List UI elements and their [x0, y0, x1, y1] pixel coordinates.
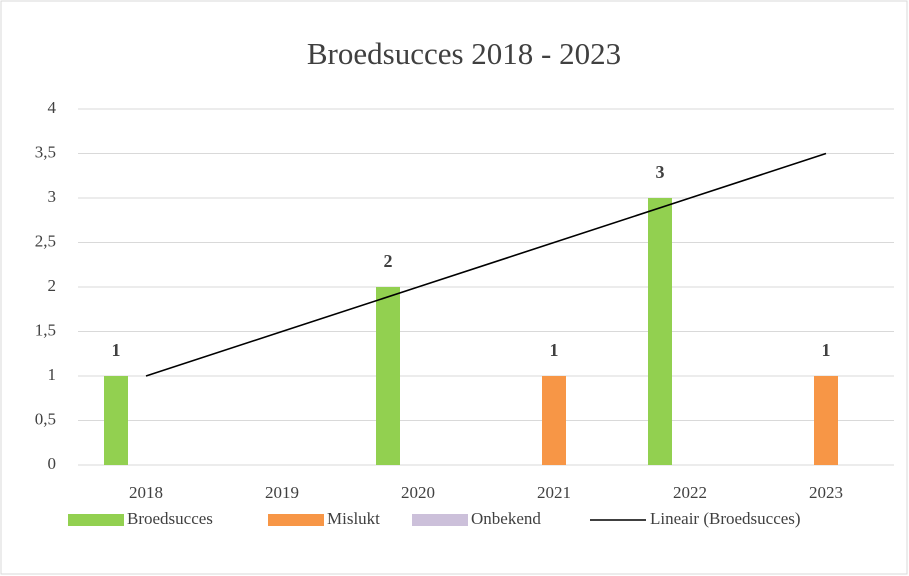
- data-label: 2: [384, 251, 393, 271]
- legend-label: Lineair (Broedsucces): [650, 509, 801, 528]
- legend-swatch: [412, 514, 468, 526]
- bar: [542, 376, 566, 465]
- x-tick-label: 2023: [809, 483, 843, 502]
- x-tick-label: 2021: [537, 483, 571, 502]
- y-tick-label: 4: [48, 98, 57, 117]
- y-tick-label: 3: [48, 187, 57, 206]
- y-tick-label: 0,5: [35, 409, 56, 428]
- x-tick-label: 2019: [265, 483, 299, 502]
- x-tick-label: 2018: [129, 483, 163, 502]
- data-label: 1: [822, 340, 831, 360]
- legend-swatch: [68, 514, 124, 526]
- bar: [814, 376, 838, 465]
- y-tick-label: 2,5: [35, 231, 56, 250]
- data-label: 3: [656, 162, 665, 182]
- bar: [648, 198, 672, 465]
- legend-swatch: [268, 514, 324, 526]
- legend-label: Broedsucces: [127, 509, 213, 528]
- legend-label: Onbekend: [471, 509, 541, 528]
- y-tick-label: 2: [48, 276, 57, 295]
- y-tick-label: 1: [48, 365, 57, 384]
- trendline: [145, 152, 827, 377]
- bar: [376, 287, 400, 465]
- y-tick-label: 0: [48, 454, 57, 473]
- x-tick-label: 2020: [401, 483, 435, 502]
- legend-label: Mislukt: [327, 509, 380, 528]
- y-tick-label: 3,5: [35, 142, 56, 161]
- chart-title: Broedsucces 2018 - 2023: [307, 36, 621, 71]
- data-label: 1: [550, 340, 559, 360]
- x-tick-label: 2022: [673, 483, 707, 502]
- bar: [104, 376, 128, 465]
- y-tick-label: 1,5: [35, 320, 56, 339]
- data-label: 1: [112, 340, 121, 360]
